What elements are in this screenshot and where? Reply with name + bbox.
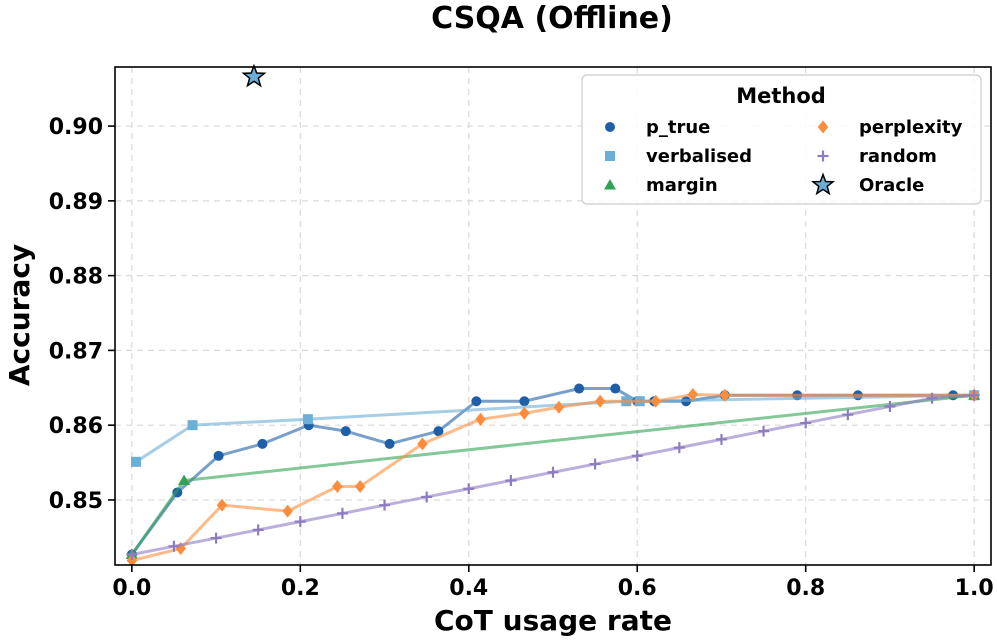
series-perplexity bbox=[126, 388, 980, 568]
perplexity-point bbox=[282, 504, 293, 518]
random-point bbox=[168, 540, 180, 552]
random-point bbox=[842, 409, 854, 421]
random-point bbox=[884, 400, 896, 412]
random-point bbox=[926, 392, 938, 404]
legend-title: Method bbox=[736, 84, 826, 108]
legend-entry-verbalised: verbalised bbox=[605, 146, 752, 167]
legend-marker-oracle bbox=[811, 172, 835, 196]
legend-marker-margin bbox=[604, 179, 616, 190]
random-point bbox=[968, 389, 980, 401]
legend-entry-perplexity: perplexity bbox=[817, 117, 963, 138]
x-tick-label: 1.0 bbox=[955, 576, 994, 601]
random-point bbox=[800, 417, 812, 429]
p-true-point bbox=[213, 450, 224, 461]
perplexity-point bbox=[594, 394, 606, 408]
verbalised-point bbox=[187, 420, 198, 431]
perplexity-point bbox=[216, 498, 228, 512]
p-true-point bbox=[519, 396, 530, 407]
random-point bbox=[715, 433, 727, 445]
perplexity-point bbox=[687, 388, 699, 402]
legend-entry-oracle: Oracle bbox=[811, 172, 924, 196]
y-tick-label: 0.88 bbox=[49, 265, 103, 290]
legend-label-p-true: p_true bbox=[646, 117, 710, 138]
random-point bbox=[589, 458, 601, 470]
series-random bbox=[126, 389, 980, 561]
p-true-point bbox=[610, 383, 621, 394]
legend-marker-p-true bbox=[605, 122, 615, 132]
p-true-point bbox=[384, 438, 395, 449]
x-tick-label: 0.8 bbox=[786, 576, 825, 601]
legend-entry-margin: margin bbox=[604, 175, 718, 196]
legend-marker-verbalised bbox=[605, 151, 615, 161]
perplexity-point bbox=[553, 400, 565, 414]
p-true-point bbox=[471, 396, 482, 407]
y-tick-label: 0.90 bbox=[49, 115, 103, 140]
legend-label-oracle: Oracle bbox=[859, 175, 924, 196]
perplexity-point bbox=[475, 412, 486, 426]
random-point bbox=[252, 524, 264, 536]
random-point bbox=[631, 450, 643, 462]
x-tick-label: 0.0 bbox=[112, 576, 151, 601]
axes: 0.0 0.2 0.4 0.6 0.8 1.0 0.85 0.86 0.87 0.88 0.89 0.… bbox=[49, 115, 994, 601]
perplexity-point bbox=[519, 406, 530, 420]
random-point bbox=[294, 516, 306, 528]
margin-point bbox=[178, 474, 191, 486]
y-tick-label: 0.89 bbox=[49, 190, 103, 215]
perplexity-point bbox=[719, 388, 731, 402]
y-axis-label: Accuracy bbox=[3, 244, 36, 386]
legend-box bbox=[581, 74, 982, 205]
verbalised-line bbox=[135, 393, 975, 464]
x-axis-label: CoT usage rate bbox=[434, 604, 672, 637]
legend-label-margin: margin bbox=[646, 175, 718, 196]
perplexity-point bbox=[650, 394, 661, 408]
p-true-point bbox=[433, 426, 444, 437]
random-point bbox=[505, 475, 517, 487]
p-true-point bbox=[257, 438, 268, 449]
perplexity-point bbox=[354, 479, 366, 493]
y-tick-label: 0.87 bbox=[49, 339, 103, 364]
x-tick-label: 0.6 bbox=[618, 576, 657, 601]
perplexity-point bbox=[417, 437, 428, 451]
oracle-point bbox=[241, 63, 267, 88]
random-point bbox=[463, 483, 475, 495]
random-point bbox=[421, 491, 433, 503]
random-point bbox=[126, 549, 138, 561]
legend-marker-perplexity bbox=[817, 120, 829, 134]
x-tick-label: 0.4 bbox=[449, 576, 488, 601]
legend-entry-p-true: p_true bbox=[605, 117, 710, 138]
random-point bbox=[336, 507, 348, 519]
verbalised-point bbox=[302, 414, 313, 425]
random-point bbox=[673, 442, 685, 454]
plot-frame bbox=[114, 66, 992, 566]
legend-marker-random bbox=[817, 150, 829, 162]
random-point bbox=[210, 532, 222, 544]
y-tick-label: 0.86 bbox=[49, 414, 103, 439]
x-tick-label: 0.2 bbox=[281, 576, 320, 601]
y-tick-label: 0.85 bbox=[49, 489, 103, 514]
perplexity-point bbox=[332, 479, 343, 493]
random-point bbox=[547, 466, 559, 478]
legend: Method p_true verbalised margin perplexity r… bbox=[581, 74, 982, 205]
random-point bbox=[758, 425, 770, 437]
p-true-point bbox=[340, 426, 351, 437]
legend-label-perplexity: perplexity bbox=[859, 117, 963, 138]
perplexity-point bbox=[126, 554, 138, 568]
series-verbalised bbox=[131, 390, 980, 467]
random-point bbox=[379, 499, 391, 511]
legend-entry-random: random bbox=[817, 146, 937, 167]
p-true-point bbox=[574, 383, 585, 394]
legend-label-verbalised: verbalised bbox=[646, 146, 752, 167]
chart-title: CSQA (Offline) bbox=[431, 1, 673, 36]
verbalised-point bbox=[131, 456, 142, 467]
legend-label-random: random bbox=[859, 146, 937, 167]
series-layer bbox=[125, 63, 981, 568]
